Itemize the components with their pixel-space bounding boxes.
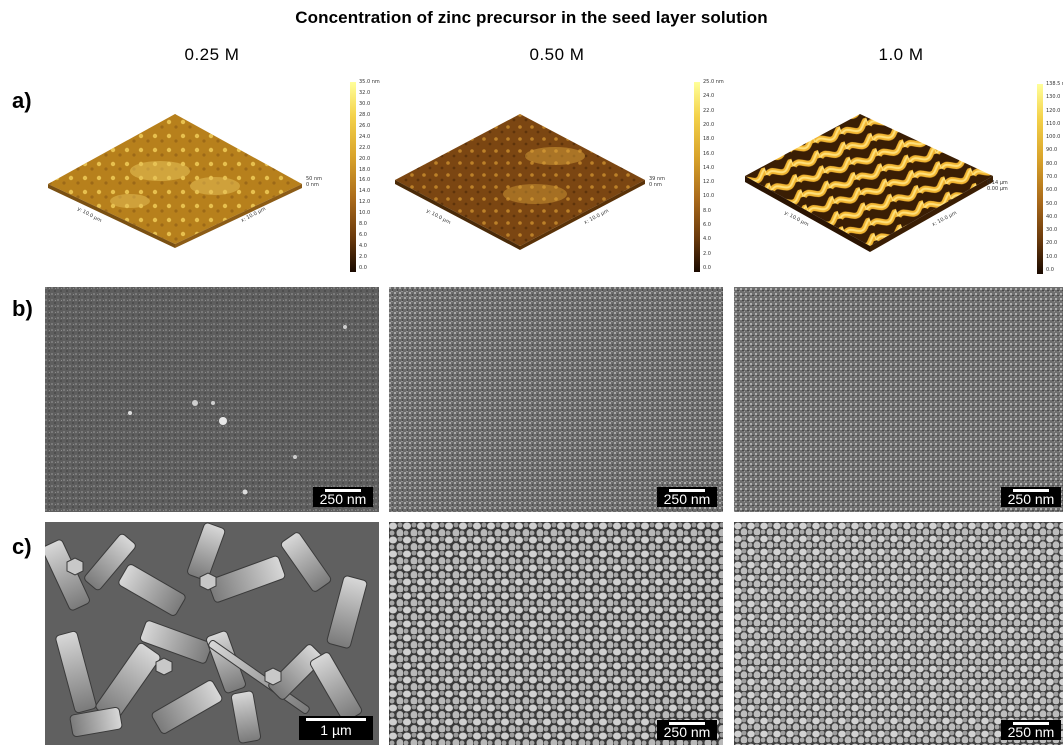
afm-z-label-top: 39 nm <box>649 176 665 182</box>
scale-bar-line <box>325 489 361 492</box>
colorbar-tick-label: 12.0 <box>359 199 371 206</box>
colorbar-tick-label: 28.0 <box>359 111 371 118</box>
nanorod-crystals <box>45 522 379 745</box>
colorbar-tick-label: 138.5 nm <box>1046 81 1063 87</box>
colorbar-tick-label: 80.0 <box>1046 160 1058 167</box>
colorbar-tick-label: 22.0 <box>359 144 371 151</box>
scale-bar-label: 250 nm <box>663 724 711 740</box>
column-label-0-25m: 0.25 M <box>184 45 240 64</box>
colorbar-tick-label: 100.0 <box>1046 134 1061 141</box>
colorbar-tick-label: 10.0 <box>703 193 715 200</box>
colorbar-tick-label: 8.0 <box>703 207 711 214</box>
colorbar-tick-label: 22.0 <box>703 107 715 114</box>
colorbar-tick-label: 8.0 <box>359 221 367 228</box>
afm-z-label-bottom: 0 nm <box>306 182 319 188</box>
afm-colorbar-0-50m: 25.0 nm 24.0 22.0 20.0 18.0 16.0 14.0 12.0 10.0 8… <box>694 79 734 272</box>
sem-image-c-1-0m: 250 nm <box>734 522 1063 745</box>
colorbar-tick-label: 130.0 <box>1046 94 1061 101</box>
colorbar-tick-label: 6.0 <box>359 232 367 239</box>
column-label-0-50m: 0.50 M <box>529 45 585 64</box>
scale-bar-line <box>306 718 366 721</box>
colorbar-tick-label: 18.0 <box>703 136 715 143</box>
row-label-a: a) <box>12 88 32 113</box>
scale-bar: 250 nm <box>1001 720 1061 740</box>
colorbar-tick-label: 60.0 <box>1046 187 1058 194</box>
afm-z-label-bottom: 0.00 µm <box>987 186 1008 192</box>
colorbar-tick-label: 2.0 <box>359 254 367 261</box>
colorbar-tick-label: 20.0 <box>1046 240 1058 247</box>
afm-z-label-top: 0.14 µm <box>987 180 1008 186</box>
colorbar-tick-label: 20.0 <box>703 121 715 128</box>
colorbar-tick-label: 2.0 <box>703 250 711 257</box>
colorbar-tick-label: 6.0 <box>703 222 711 229</box>
nanorod-array <box>734 522 1063 745</box>
colorbar-tick-label: 4.0 <box>703 236 711 243</box>
sem-image-c-0-25m: 1 µm <box>45 522 379 745</box>
afm-surface-1-0m <box>745 114 993 252</box>
afm-image-0-25m: y: 10.0 µm x: 10.0 µm 50 nm 0 nm <box>40 76 360 276</box>
scale-bar-line <box>669 489 705 492</box>
colorbar-tick-label: 40.0 <box>1046 213 1058 220</box>
nanorod-array <box>389 522 723 745</box>
colorbar-gradient <box>694 82 700 272</box>
scale-bar: 1 µm <box>299 716 373 740</box>
colorbar-tick-label: 14.0 <box>359 188 371 195</box>
colorbar-tick-label: 30.0 <box>359 100 371 107</box>
scale-bar-label: 250 nm <box>1007 491 1055 507</box>
colorbar-tick-label: 10.0 <box>359 210 371 217</box>
colorbar-tick-label: 4.0 <box>359 243 367 250</box>
afm-colorbar-0-25m: 35.0 nm 32.0 30.0 28.0 26.0 24.0 22.0 20.0 18.0 1… <box>350 79 390 272</box>
colorbar-tick-label: 120.0 <box>1046 107 1061 114</box>
scale-bar: 250 nm <box>657 720 717 740</box>
colorbar-tick-label: 20.0 <box>359 155 371 162</box>
column-label-1-0m: 1.0 M <box>878 45 924 64</box>
colorbar-tick-label: 25.0 nm <box>703 79 724 85</box>
row-label-c: c) <box>12 534 32 559</box>
sem-image-c-0-50m: 250 nm <box>389 522 723 745</box>
colorbar-tick-label: 0.0 <box>1046 267 1054 273</box>
figure-title: Concentration of zinc precursor in the s… <box>295 8 768 27</box>
afm-image-1-0m: y: 10.0 µm x: 10.0 µm 0.14 µm 0.00 µm <box>735 76 1055 276</box>
afm-z-label-top: 50 nm <box>306 176 322 182</box>
colorbar-gradient <box>1037 84 1043 274</box>
afm-z-label-bottom: 0 nm <box>649 182 662 188</box>
colorbar-tick-label: 26.0 <box>359 122 371 129</box>
colorbar-tick-label: 14.0 <box>703 164 715 171</box>
colorbar-tick-label: 18.0 <box>359 166 371 173</box>
row-label-b: b) <box>12 296 33 321</box>
colorbar-gradient <box>350 82 356 272</box>
scale-bar-label: 1 µm <box>320 722 352 738</box>
colorbar-tick-label: 24.0 <box>359 133 371 140</box>
afm-colorbar-1-0m: 138.5 nm 130.0 120.0 110.0 100.0 90.0 80.0 70.0… <box>1037 81 1063 274</box>
scale-bar-line <box>1013 489 1049 492</box>
colorbar-tick-label: 12.0 <box>703 179 715 186</box>
colorbar-tick-label: 90.0 <box>1046 147 1058 154</box>
scale-bar: 250 nm <box>657 487 717 507</box>
afm-image-0-50m: y: 10.0 µm x: 10.0 µm 39 nm 0 nm <box>385 76 705 276</box>
colorbar-tick-label: 16.0 <box>359 177 371 184</box>
colorbar-tick-label: 0.0 <box>359 265 367 271</box>
scale-bar: 250 nm <box>313 487 373 507</box>
scale-bar-label: 250 nm <box>1007 724 1055 740</box>
colorbar-tick-label: 10.0 <box>1046 253 1058 260</box>
afm-surface-0-50m <box>395 114 645 250</box>
afm-surface-0-25m <box>48 114 302 248</box>
scale-bar-label: 250 nm <box>663 491 711 507</box>
scale-bar-label: 250 nm <box>319 491 367 507</box>
colorbar-tick-label: 16.0 <box>703 150 715 157</box>
scale-bar-line <box>1013 722 1049 725</box>
scale-bar: 250 nm <box>1001 487 1061 507</box>
colorbar-tick-label: 32.0 <box>359 89 371 96</box>
colorbar-tick-label: 35.0 nm <box>359 79 380 85</box>
scale-bar-line <box>669 722 705 725</box>
colorbar-tick-label: 110.0 <box>1046 120 1061 127</box>
colorbar-tick-label: 70.0 <box>1046 174 1058 180</box>
colorbar-tick-label: 50.0 <box>1046 200 1058 207</box>
colorbar-tick-label: 24.0 <box>703 93 715 100</box>
colorbar-tick-label: 0.0 <box>703 265 711 271</box>
sem-image-b-0-25m: 250 nm <box>45 287 379 512</box>
colorbar-tick-label: 30.0 <box>1046 227 1058 234</box>
sem-image-b-1-0m: 250 nm <box>734 287 1063 512</box>
sem-image-b-0-50m: 250 nm <box>389 287 723 512</box>
